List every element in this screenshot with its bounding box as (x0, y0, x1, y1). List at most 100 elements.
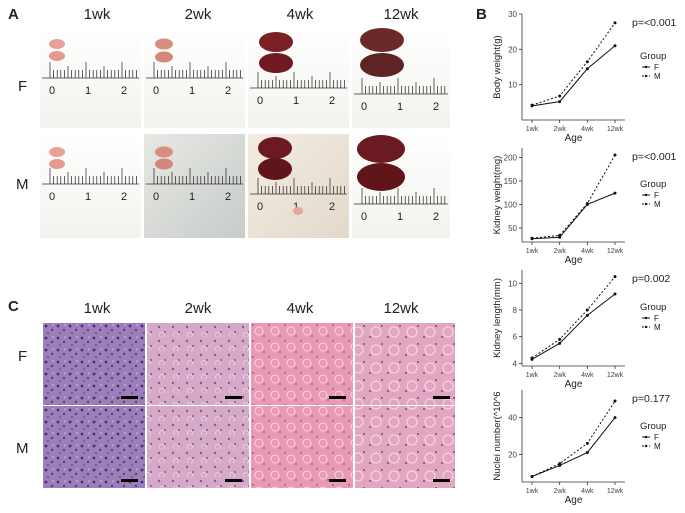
legend-title: Group (640, 421, 666, 432)
x-axis-title: Age (565, 379, 583, 390)
kidney-m-12wk-b (357, 163, 405, 191)
panel-b-letter: B (476, 6, 487, 23)
kidney-m-1wk-b (49, 159, 65, 169)
legend-label-F: F (654, 433, 659, 442)
kidney-m-4wk-b (258, 158, 292, 180)
legend-marker-F (644, 65, 648, 69)
y-axis-title: Kidney weight(mg) (492, 156, 503, 235)
scale-bar (121, 479, 138, 482)
kidney-f-2wk-a (155, 38, 173, 50)
data-point-F (585, 313, 589, 317)
ruler-label: 1 (397, 211, 403, 223)
legend-marker-F (644, 316, 648, 320)
kidney-m-4wk-a (258, 137, 292, 159)
legend-label-M: M (654, 323, 661, 332)
series-line-M (531, 276, 616, 359)
legend-marker-M (644, 444, 648, 448)
x-tick-label: 2wk (553, 126, 566, 133)
series-line-F (531, 293, 616, 360)
kidney-m-2wk-b (155, 158, 173, 170)
legend-marker-M (644, 74, 648, 78)
legend-marker-F (644, 435, 648, 439)
y-tick-label: 30 (508, 10, 517, 19)
panel-a-col-4wk: 4wk (286, 6, 314, 23)
data-point-M (613, 21, 617, 25)
kidney-m-2wk-a (155, 146, 173, 158)
x-tick-label: 12wk (607, 372, 624, 379)
x-tick-label: 1wk (526, 248, 539, 255)
y-tick-label: 100 (504, 200, 518, 209)
scale-bar (121, 396, 138, 399)
ruler-label: 1 (85, 85, 91, 97)
ruler-label: 2 (329, 201, 335, 213)
ruler-label: 1 (85, 191, 91, 203)
legend-marker-M (644, 202, 648, 206)
panel-c-col-4wk: 4wk (286, 300, 314, 317)
x-axis-title: Age (565, 133, 583, 144)
x-tick-label: 2wk (553, 488, 566, 495)
panel-c-row-f: F (18, 348, 28, 365)
tissue-fragment (293, 207, 303, 215)
chart-1: 10 20 30 1wk 2wk 4wk 12wk Age Body weight(g) p=<0… (492, 10, 677, 144)
histology-grid (43, 323, 455, 488)
x-tick-label: 12wk (607, 248, 624, 255)
ruler-label: 1 (293, 201, 299, 213)
y-tick-label: 10 (508, 81, 517, 90)
kidney-f-2wk-b (155, 51, 173, 63)
data-point-M (558, 462, 562, 466)
legend-label-M: M (654, 72, 661, 81)
kidney-photo-grid: 0 1 2 0 1 2 0 1 2 0 1 2 0 1 2 0 1 2 0 1 2 0 1 2 (40, 28, 450, 238)
kidney-f-1wk-a (49, 39, 65, 49)
p-value: p=0.002 (632, 273, 670, 285)
ruler-label: 2 (121, 85, 127, 97)
panel-b-charts: 10 20 30 1wk 2wk 4wk 12wk Age Body weight(g) p=<0… (492, 10, 677, 506)
ruler-label: 1 (189, 85, 195, 97)
series-line-F (531, 192, 616, 240)
panel-a-col-1wk: 1wk (83, 6, 111, 23)
data-point-M (530, 356, 534, 360)
x-tick-label: 4wk (581, 372, 594, 379)
x-tick-label: 4wk (581, 488, 594, 495)
x-tick-label: 1wk (526, 372, 539, 379)
panel-c-col-2wk: 2wk (184, 300, 212, 317)
ruler-label: 2 (225, 85, 231, 97)
ruler-label: 2 (225, 191, 231, 203)
kidney-m-12wk-a (357, 135, 405, 163)
histology-f-1wk (43, 323, 145, 405)
panel-c-col-12wk: 12wk (383, 300, 419, 317)
chart-4: 20 40 1wk 2wk 4wk 12wk Age Nuclei number(^10^6 p… (492, 390, 670, 506)
ruler-label: 0 (49, 191, 55, 203)
ruler-label: 0 (49, 85, 55, 97)
legend-title: Group (640, 302, 666, 313)
panel-c-letter: C (8, 298, 19, 315)
data-point-M (613, 275, 617, 279)
y-tick-label: 50 (508, 224, 517, 233)
data-point-F (585, 451, 589, 455)
data-point-F (558, 100, 562, 104)
x-axis-title: Age (565, 495, 583, 506)
y-tick-label: 6 (513, 333, 518, 342)
histology-f-4wk (251, 323, 353, 405)
ruler-label: 0 (257, 201, 263, 213)
x-tick-label: 12wk (607, 488, 624, 495)
p-value: p=<0.001 (632, 17, 677, 29)
ruler-label: 0 (257, 95, 263, 107)
legend-label-F: F (654, 63, 659, 72)
data-point-M (613, 399, 617, 403)
legend-title: Group (640, 51, 666, 62)
chart-3: 4 6 8 10 1wk 2wk 4wk 12wk Age Kidney length(mm) p=… (492, 270, 670, 390)
x-tick-label: 4wk (581, 126, 594, 133)
panel-a-letter: A (8, 6, 19, 23)
y-axis-title: Nuclei number(^10^6 (492, 391, 503, 480)
x-tick-label: 1wk (526, 488, 539, 495)
data-point-F (613, 292, 617, 296)
ruler-label: 2 (433, 211, 439, 223)
legend-label-M: M (654, 442, 661, 451)
y-tick-label: 10 (508, 279, 517, 288)
kidney-f-1wk-b (49, 51, 65, 61)
ruler-label: 1 (397, 101, 403, 113)
data-point-M (530, 103, 534, 107)
kidney-f-4wk-a (259, 32, 293, 52)
y-tick-label: 20 (508, 45, 517, 54)
data-point-F (613, 191, 617, 195)
